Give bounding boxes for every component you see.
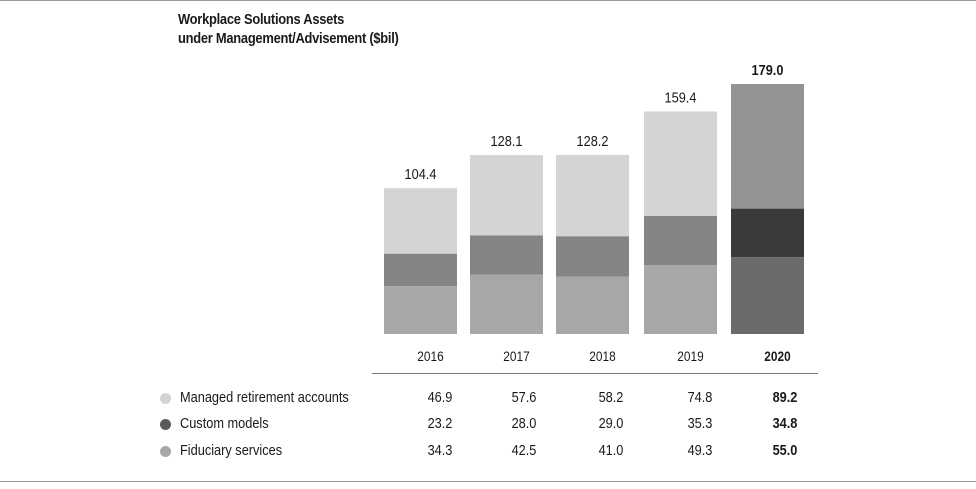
bar-segment-2018 [556, 276, 629, 334]
total-label-2018: 128.2 [577, 133, 609, 149]
table-cell: 49.3 [687, 443, 713, 459]
bar-segment-2020 [731, 208, 804, 258]
bar-segment-2018 [556, 154, 629, 237]
table-cell: 74.8 [687, 390, 713, 406]
legend-row-fiduciary-services: Fiduciary services 34.3 42.5 41.0 49.3 5… [160, 441, 820, 463]
table-cell: 57.6 [511, 390, 537, 406]
table-cell: 29.0 [598, 416, 624, 432]
table-divider [372, 373, 818, 374]
legend-label: Fiduciary services [180, 443, 283, 459]
bar-segment-2017 [470, 274, 543, 334]
total-label-2017: 128.1 [491, 133, 523, 149]
bar-segment-2017 [470, 235, 543, 275]
year-label-2017: 2017 [503, 348, 529, 364]
table-cell: 89.2 [772, 390, 798, 406]
bar-segment-2016 [384, 188, 457, 254]
total-label-2019: 159.4 [665, 90, 697, 106]
legend-row-custom-models: Custom models 23.2 28.0 29.0 35.3 34.8 [160, 414, 820, 436]
year-label-2020: 2020 [764, 348, 790, 364]
year-label-2016: 2016 [417, 348, 443, 364]
legend-dot [160, 419, 171, 430]
table-cell: 42.5 [511, 443, 537, 459]
bar-segment-2019 [644, 265, 717, 334]
bar-segment-2020 [731, 257, 804, 334]
bar-segment-2016 [384, 286, 457, 334]
legend-dot [160, 446, 171, 457]
table-cell: 23.2 [427, 416, 453, 432]
table-cell: 28.0 [511, 416, 537, 432]
bottom-rule [0, 481, 976, 482]
legend-dot [160, 393, 171, 404]
chart-title-line-1: Workplace Solutions Assets [178, 11, 345, 28]
top-rule [0, 0, 976, 1]
bar-segment-2017 [470, 155, 543, 236]
legend-label: Custom models [180, 416, 269, 432]
year-label-2019: 2019 [677, 348, 703, 364]
table-cell: 35.3 [687, 416, 713, 432]
bar-segment-2016 [384, 253, 457, 287]
legend-row-managed-retirement: Managed retirement accounts 46.9 57.6 58… [160, 388, 820, 410]
table-cell: 58.2 [598, 390, 624, 406]
chart-title: Workplace Solutions Assets under Managem… [178, 10, 399, 48]
year-label-2018: 2018 [589, 348, 615, 364]
table-cell: 34.3 [427, 443, 453, 459]
total-label-2020: 179.0 [752, 62, 784, 78]
table-cell: 55.0 [772, 443, 798, 459]
table-cell: 46.9 [427, 390, 453, 406]
chart-title-line-2: under Management/Advisement ($bil) [178, 30, 399, 47]
bar-segment-2018 [556, 236, 629, 277]
bar-segment-2020 [731, 84, 804, 209]
legend-label: Managed retirement accounts [180, 390, 349, 406]
table-cell: 34.8 [772, 416, 798, 432]
bar-segment-2019 [644, 215, 717, 266]
table-cell: 41.0 [598, 443, 624, 459]
bar-segment-2019 [644, 111, 717, 216]
total-label-2016: 104.4 [405, 166, 437, 182]
